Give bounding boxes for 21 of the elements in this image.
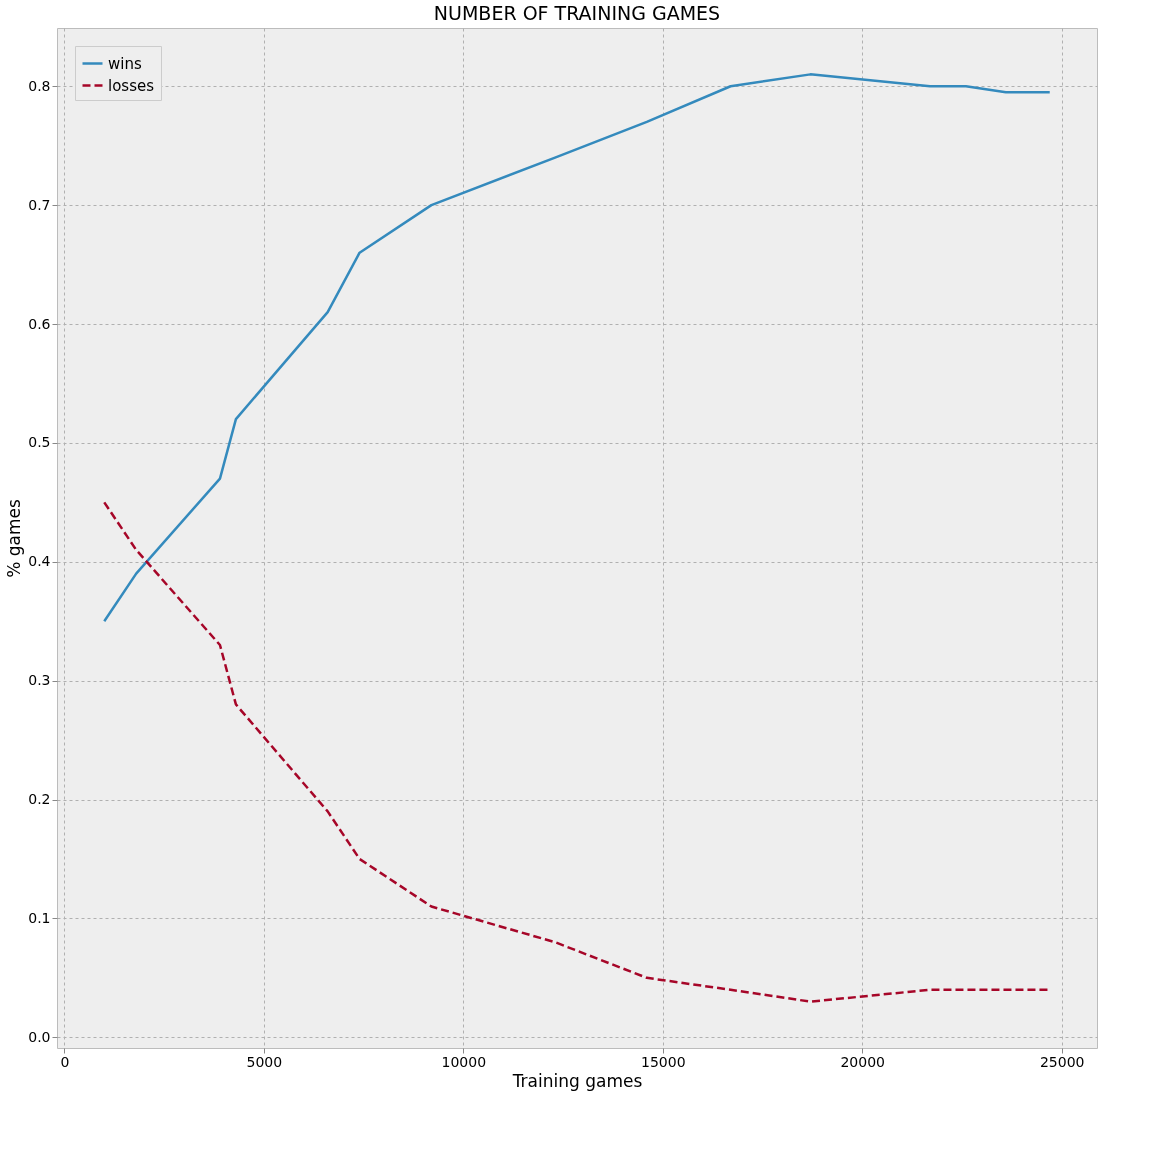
- y-tick-label: 0.5: [28, 434, 51, 451]
- y-tick-label: 0.6: [28, 315, 51, 332]
- x-tick-label: 25000: [1039, 1053, 1085, 1070]
- x-tick-label: 15000: [641, 1053, 686, 1070]
- y-tick-label: 0.0: [28, 1028, 51, 1045]
- y-tick-label: 0.3: [28, 672, 51, 689]
- line-series: [103, 73, 1051, 623]
- x-tick-label: 5000: [246, 1053, 283, 1070]
- y-tick-label: 0.1: [28, 909, 51, 926]
- legend-label: wins: [108, 54, 142, 73]
- y-tick-label: 0.4: [28, 553, 51, 570]
- legend-label: losses: [108, 76, 155, 95]
- x-tick-label: 20000: [840, 1053, 886, 1070]
- chart-title: NUMBER OF TRAINING GAMES: [433, 2, 721, 24]
- x-axis-title: Training games: [511, 1070, 643, 1091]
- y-tick-label: 0.7: [28, 196, 51, 213]
- y-tick-label: 0.2: [28, 791, 51, 808]
- y-axis-title: % games: [4, 499, 25, 578]
- y-tick-label: 0.8: [28, 77, 51, 94]
- x-tick-label: 0: [60, 1053, 70, 1070]
- x-tick-label: 10000: [441, 1053, 487, 1070]
